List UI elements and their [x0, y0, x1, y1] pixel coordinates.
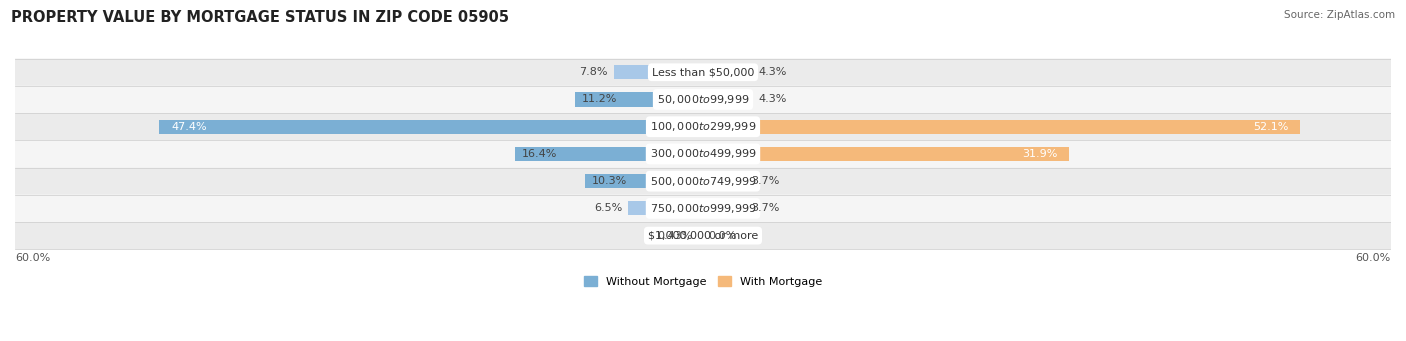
Text: $100,000 to $299,999: $100,000 to $299,999	[650, 120, 756, 133]
Bar	[515, 147, 703, 161]
Text: 3.7%: 3.7%	[751, 203, 779, 213]
Bar	[159, 120, 703, 134]
FancyBboxPatch shape	[15, 59, 1391, 86]
FancyBboxPatch shape	[15, 167, 1391, 195]
Text: 52.1%: 52.1%	[1254, 122, 1289, 132]
Text: 7.8%: 7.8%	[579, 67, 607, 77]
Bar	[585, 174, 703, 188]
Legend: Without Mortgage, With Mortgage: Without Mortgage, With Mortgage	[579, 272, 827, 291]
FancyBboxPatch shape	[15, 86, 1391, 113]
Text: Source: ZipAtlas.com: Source: ZipAtlas.com	[1284, 10, 1395, 20]
Text: $500,000 to $749,999: $500,000 to $749,999	[650, 175, 756, 188]
Text: PROPERTY VALUE BY MORTGAGE STATUS IN ZIP CODE 05905: PROPERTY VALUE BY MORTGAGE STATUS IN ZIP…	[11, 10, 509, 25]
Text: 60.0%: 60.0%	[15, 253, 51, 263]
Text: 0.43%: 0.43%	[657, 231, 692, 241]
Bar	[703, 92, 752, 107]
Bar	[703, 147, 1069, 161]
Text: 31.9%: 31.9%	[1022, 149, 1057, 159]
Bar	[703, 174, 745, 188]
FancyBboxPatch shape	[15, 113, 1391, 140]
Text: 16.4%: 16.4%	[522, 149, 557, 159]
Text: 60.0%: 60.0%	[1355, 253, 1391, 263]
FancyBboxPatch shape	[15, 195, 1391, 222]
Text: $750,000 to $999,999: $750,000 to $999,999	[650, 202, 756, 215]
Bar	[628, 201, 703, 216]
Bar	[697, 228, 703, 243]
Bar	[703, 120, 1301, 134]
Bar	[613, 65, 703, 79]
Text: Less than $50,000: Less than $50,000	[652, 67, 754, 77]
FancyBboxPatch shape	[15, 140, 1391, 167]
Bar	[703, 65, 752, 79]
Bar	[703, 201, 745, 216]
Text: 4.3%: 4.3%	[758, 67, 786, 77]
Text: 4.3%: 4.3%	[758, 94, 786, 104]
Text: 11.2%: 11.2%	[582, 94, 617, 104]
Text: 3.7%: 3.7%	[751, 176, 779, 186]
FancyBboxPatch shape	[15, 222, 1391, 249]
Bar	[575, 92, 703, 107]
Text: 47.4%: 47.4%	[172, 122, 207, 132]
Text: 0.0%: 0.0%	[709, 231, 737, 241]
Text: $1,000,000 or more: $1,000,000 or more	[648, 231, 758, 241]
Text: $300,000 to $499,999: $300,000 to $499,999	[650, 147, 756, 161]
Text: $50,000 to $99,999: $50,000 to $99,999	[657, 93, 749, 106]
Text: 6.5%: 6.5%	[595, 203, 623, 213]
Text: 10.3%: 10.3%	[592, 176, 627, 186]
